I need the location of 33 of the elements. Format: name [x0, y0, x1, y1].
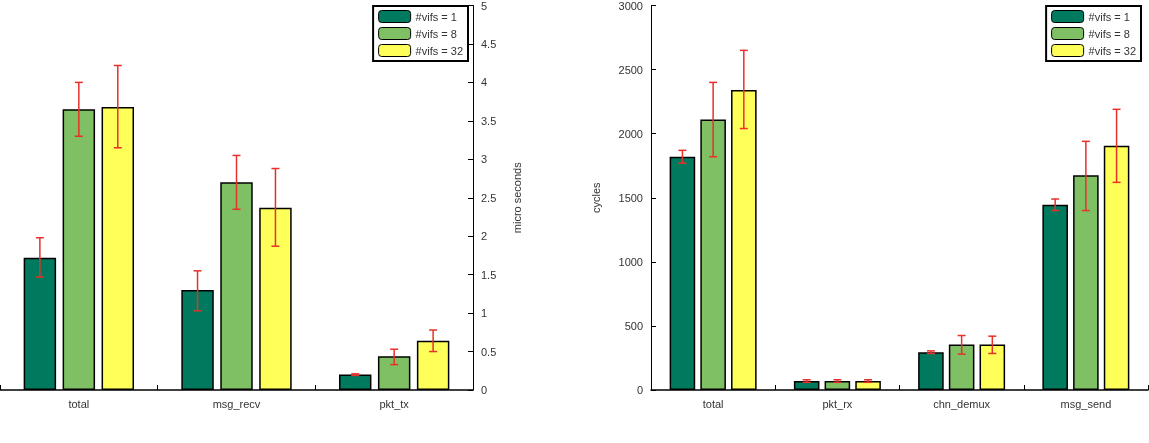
y-tick-label: 1500	[618, 191, 643, 204]
x-tick-label: pkt_rx	[822, 397, 853, 410]
y2-tick-label: 0.5	[481, 345, 497, 358]
y2-tick-label: 1	[481, 307, 488, 320]
x-tick-label: pkt_tx	[379, 397, 410, 410]
y2-tick-label: 4	[481, 76, 488, 89]
y2-tick-label: 4.5	[481, 37, 497, 50]
y2-axis-title: micro seconds	[510, 161, 523, 234]
y2-tick-label: 3	[481, 153, 488, 166]
y-tick-label: 2500	[618, 63, 643, 76]
legend-label: #vifs = 1	[415, 10, 457, 23]
y2-tick-label: 0	[481, 384, 488, 396]
x-tick-label: msg_recv	[212, 397, 261, 410]
y2-tick-label: 2	[481, 230, 488, 243]
x-tick-label: chn_demux	[933, 397, 991, 410]
y-tick-label: 1000	[618, 255, 643, 268]
x-tick-label: total	[68, 397, 90, 410]
y-tick-label: 3000	[618, 0, 643, 12]
y2-tick-label: 1.5	[481, 268, 497, 281]
y2-tick-label: 5	[481, 0, 488, 12]
y2-tick-label: 2.5	[481, 191, 497, 204]
legend-label: #vifs = 1	[1088, 10, 1130, 23]
x-tick-label: total	[702, 397, 724, 410]
y-axis-title: cycles	[589, 181, 602, 214]
y-tick-label: 500	[624, 319, 643, 332]
y2-tick-label: 3.5	[481, 114, 497, 127]
legend-label: #vifs = 8	[1088, 27, 1130, 40]
y-tick-label: 2000	[618, 127, 643, 140]
legend-label: #vifs = 32	[415, 44, 463, 57]
x-tick-label: msg_send	[1060, 397, 1112, 410]
y-tick-label: 0	[636, 384, 643, 396]
legend-label: #vifs = 8	[415, 27, 457, 40]
legend-label: #vifs = 32	[1088, 44, 1136, 57]
